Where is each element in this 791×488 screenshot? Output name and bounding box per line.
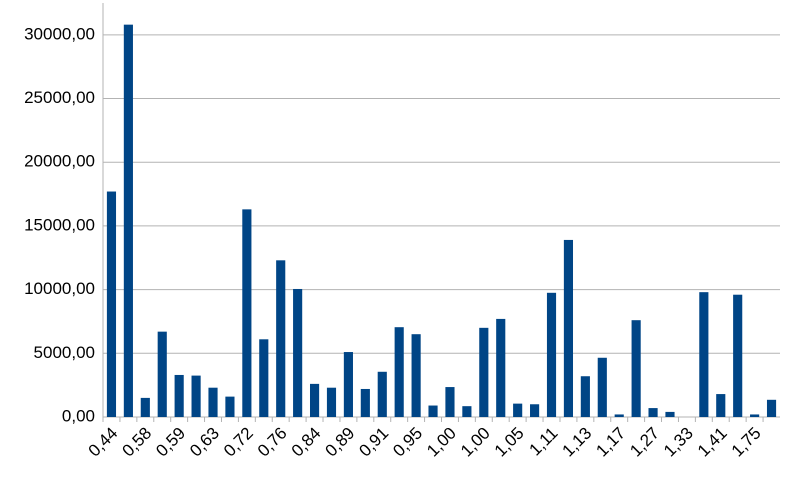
bar <box>174 374 184 417</box>
y-tick-label: 5000,00 <box>34 343 95 362</box>
x-tick-label: 1,41 <box>694 424 731 461</box>
bar <box>563 239 574 417</box>
bar <box>225 396 235 417</box>
x-tick-label: 0,84 <box>288 424 325 461</box>
x-tick-label: 0,95 <box>389 424 426 461</box>
x-tick-label: 0,44 <box>85 424 122 461</box>
x-tick-label: 1,11 <box>526 424 562 460</box>
bar <box>106 191 117 417</box>
bar <box>580 376 590 417</box>
x-tick-label: 1,13 <box>559 424 596 461</box>
x-tick-label: 1,00 <box>423 424 460 461</box>
bar <box>716 394 726 417</box>
bar <box>496 318 506 417</box>
bar <box>546 292 557 417</box>
bar <box>293 288 303 417</box>
bar <box>309 383 320 417</box>
x-tick-label: 1,05 <box>491 424 528 461</box>
y-tick-label: 0,00 <box>62 406 95 425</box>
bar <box>665 411 675 417</box>
x-tick-label: 0,91 <box>355 424 392 461</box>
bar <box>259 339 269 417</box>
bar <box>614 414 624 417</box>
y-tick-label: 25000,00 <box>24 88 95 107</box>
bar <box>428 405 438 417</box>
bar <box>377 371 387 417</box>
x-tick-label: 1,17 <box>592 424 629 461</box>
y-tick-label: 20000,00 <box>24 152 95 171</box>
bar <box>157 331 167 417</box>
bar <box>360 388 370 417</box>
bar <box>479 327 489 417</box>
y-tick-label: 10000,00 <box>24 279 95 298</box>
bar <box>343 352 353 417</box>
bar <box>140 397 150 417</box>
bar <box>445 387 455 417</box>
bar <box>191 375 201 417</box>
x-tick-label: 0,58 <box>118 424 155 461</box>
y-tick-label: 30000,00 <box>24 24 95 43</box>
bar <box>733 294 743 417</box>
y-tick-label: 15000,00 <box>24 215 95 234</box>
x-tick-label: 0,76 <box>254 424 291 461</box>
bar <box>631 320 641 417</box>
x-tick-label: 0,72 <box>220 424 257 461</box>
x-tick-label: 1,75 <box>728 424 765 461</box>
bar <box>394 327 404 417</box>
bar <box>123 24 133 417</box>
bar <box>750 414 760 417</box>
bar <box>530 404 540 417</box>
bar <box>699 292 709 417</box>
bar <box>597 357 607 417</box>
bar <box>411 334 421 417</box>
bar <box>766 399 777 417</box>
bar <box>326 387 337 417</box>
x-tick-label: 0,59 <box>152 424 189 461</box>
x-tick-label: 1,00 <box>457 424 494 461</box>
x-tick-label: 0,89 <box>322 424 359 461</box>
x-tick-label: 1,33 <box>660 424 697 461</box>
bar <box>462 406 472 417</box>
x-tick-label: 0,63 <box>186 424 223 461</box>
bar <box>276 260 286 417</box>
x-tick-label: 1,27 <box>626 424 663 461</box>
bar <box>648 408 658 417</box>
bar <box>513 403 523 417</box>
bar <box>208 387 218 417</box>
bar <box>242 209 252 417</box>
